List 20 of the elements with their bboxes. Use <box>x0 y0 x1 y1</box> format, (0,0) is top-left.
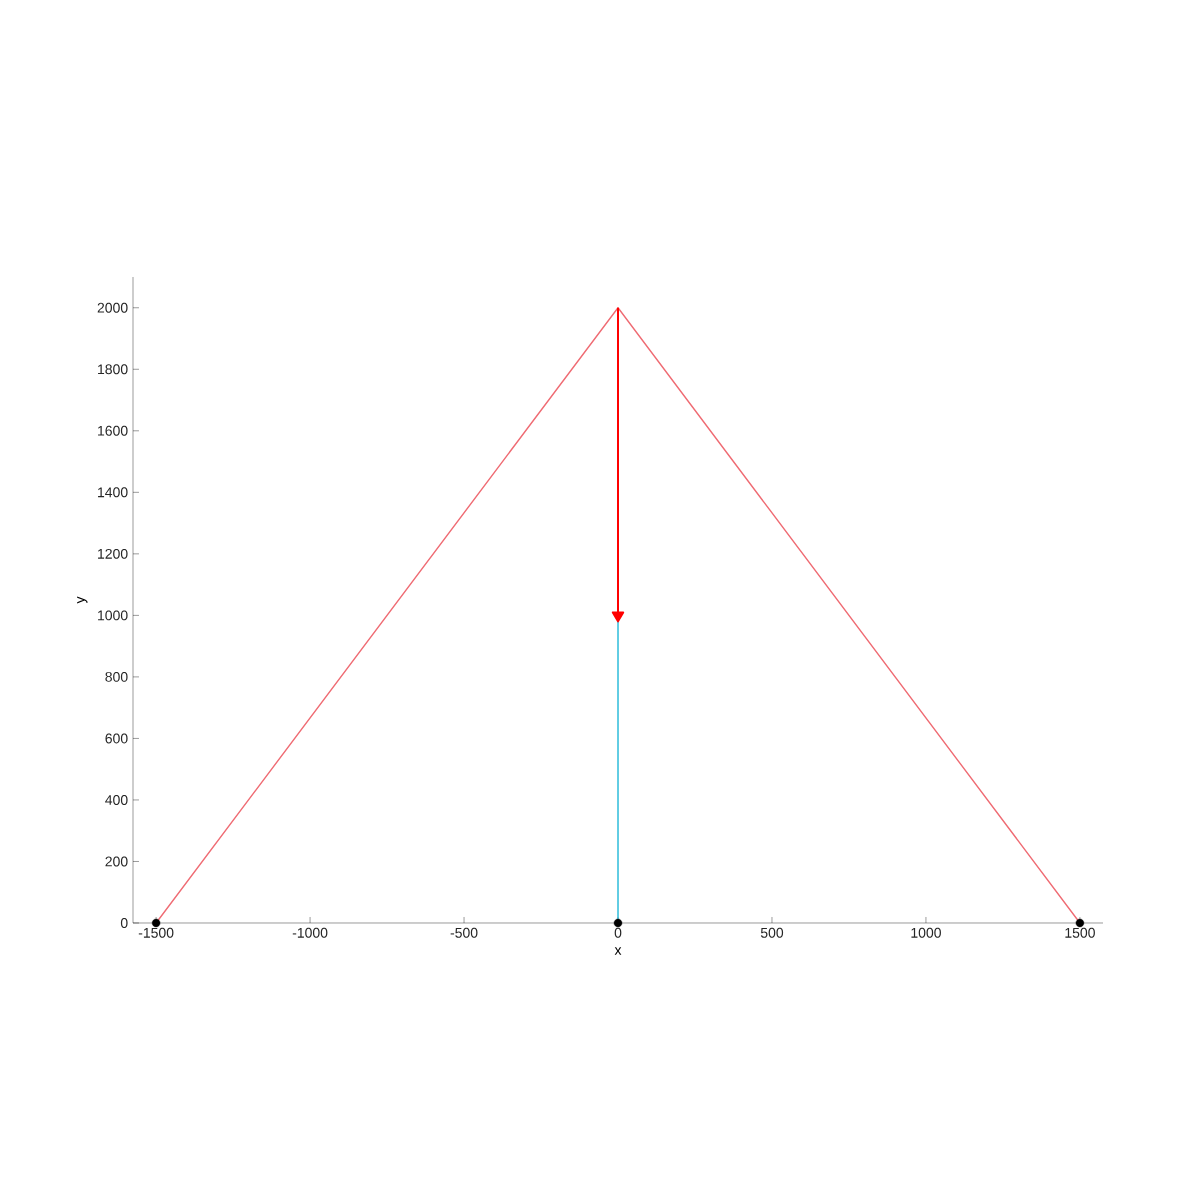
x-axis-title: x <box>614 947 622 955</box>
y-tick-label: 200 <box>105 856 128 867</box>
y-axis-title: y <box>77 596 88 604</box>
y-tick-label: 1200 <box>98 548 128 559</box>
y-tick-label: 800 <box>105 671 128 682</box>
y-tick-label: 2000 <box>97 302 128 313</box>
x-tick-label: 0 <box>614 927 622 938</box>
y-tick-label: 1400 <box>98 487 128 498</box>
y-tick-label: 400 <box>105 794 128 805</box>
x-tick-label: -1000 <box>292 927 328 938</box>
y-tick-label: 1600 <box>98 425 128 436</box>
y-tick-label: 0 <box>120 918 128 928</box>
x-tick-label: 1500 <box>1065 927 1095 938</box>
x-tick-label: 1000 <box>911 927 941 938</box>
x-tick-label: -1500 <box>138 927 174 938</box>
y-tick-label: 600 <box>105 733 128 744</box>
x-tick-label: -500 <box>450 927 478 938</box>
y-tick-label: 1800 <box>98 364 128 375</box>
y-tick-label: 1000 <box>98 610 128 621</box>
x-tick-label: 500 <box>760 927 784 938</box>
